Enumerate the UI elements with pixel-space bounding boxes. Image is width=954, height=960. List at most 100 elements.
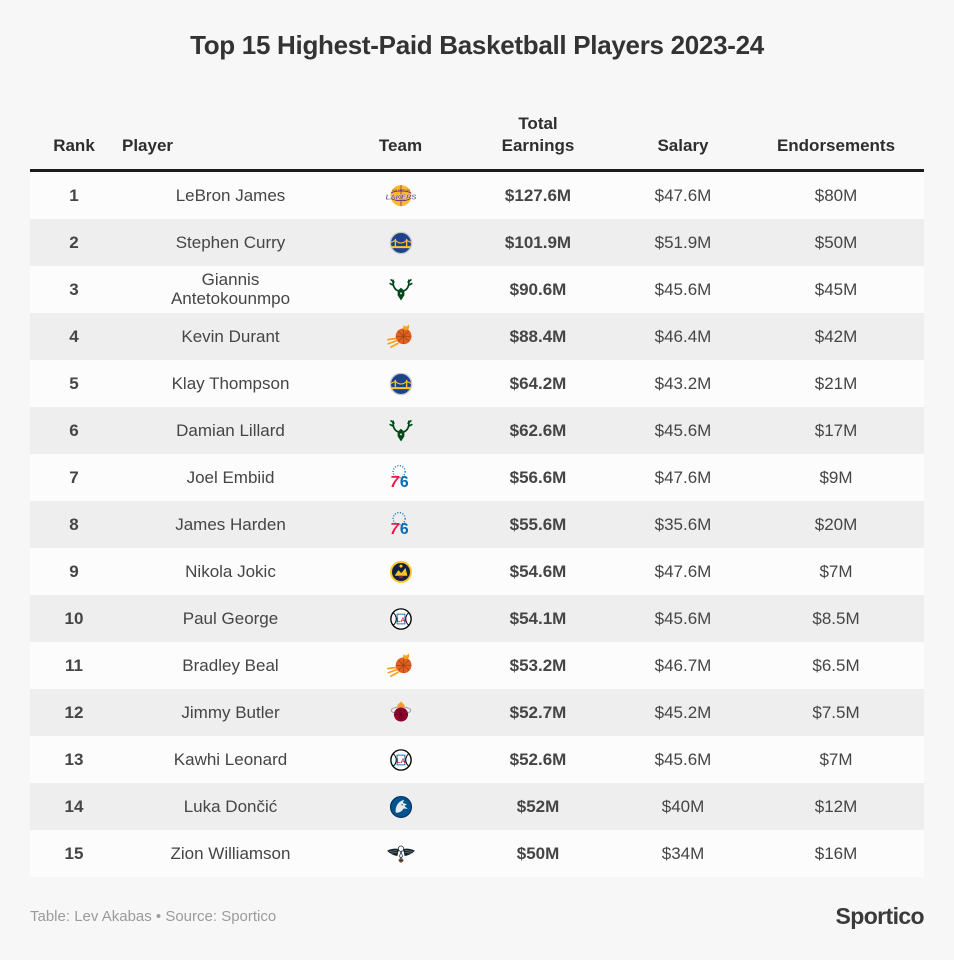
col-header-team: Team: [343, 103, 458, 172]
player-name: Paul George: [182, 608, 279, 628]
col-header-player: Player: [118, 103, 343, 172]
total-earnings-cell: $101.9M: [504, 232, 572, 252]
svg-text:7: 7: [390, 521, 400, 538]
footer-credit: Table: Lev Akabas • Source: Sportico: [30, 908, 277, 925]
salary-cell: $34M: [661, 843, 705, 863]
player-cell: Stephen Curry: [118, 219, 343, 266]
player-name: Bradley Beal: [182, 655, 279, 675]
total-earnings-cell: $53.2M: [509, 655, 567, 675]
salary-cell: $47.6M: [654, 467, 712, 487]
player-name: Damian Lillard: [176, 420, 285, 440]
rank-cell: 5: [69, 373, 79, 393]
rank-cell: 1: [69, 185, 79, 205]
col-header-total-earnings: Total Earnings: [458, 103, 618, 172]
player-name: Nikola Jokic: [185, 561, 276, 581]
salary-cell: $47.6M: [654, 561, 712, 581]
col-header-salary: Salary: [618, 103, 748, 172]
table-row: 12 Jimmy Butler $52.7M $45.2M $7.5M: [30, 689, 924, 736]
endorsements-cell: $9M: [819, 467, 853, 487]
table-row: 14 Luka Dončić $52M $40M $12M: [30, 783, 924, 830]
salary-cell: $40M: [661, 796, 705, 816]
svg-text:6: 6: [399, 474, 408, 491]
endorsements-cell: $21M: [814, 373, 858, 393]
team-cell: [343, 689, 458, 736]
rank-cell: 9: [69, 561, 79, 581]
total-earnings-cell: $52.6M: [509, 749, 567, 769]
endorsements-cell: $7M: [819, 749, 853, 769]
player-name: Zion Williamson: [170, 843, 291, 863]
header-row: Rank Player Team Total Earnings Salary E…: [30, 103, 924, 172]
player-name: Giannis Antetokounmpo: [170, 270, 291, 308]
salary-cell: $45.6M: [654, 420, 712, 440]
svg-text:6: 6: [399, 521, 408, 538]
salary-cell: $51.9M: [654, 232, 712, 252]
team-cell: [343, 407, 458, 454]
player-cell: Klay Thompson: [118, 360, 343, 407]
player-cell: James Harden: [118, 501, 343, 548]
player-cell: Nikola Jokic: [118, 548, 343, 595]
team-cell: [343, 219, 458, 266]
svg-text:LA: LA: [396, 757, 405, 764]
warriors-logo: [386, 369, 416, 399]
rank-cell: 4: [69, 326, 79, 346]
page-title: Top 15 Highest-Paid Basketball Players 2…: [190, 30, 764, 60]
total-earnings-cell: $55.6M: [509, 514, 567, 534]
player-cell: Kevin Durant: [118, 313, 343, 360]
player-cell: Giannis Antetokounmpo: [118, 266, 343, 313]
warriors-logo: [386, 228, 416, 258]
table-row: 13 Kawhi Leonard LA $52.6M $45.6M $7M: [30, 736, 924, 783]
rank-cell: 14: [64, 796, 84, 816]
table-row: 11 Bradley Beal $53.2M $46.7M $6.5M: [30, 642, 924, 689]
player-name: James Harden: [175, 514, 286, 534]
player-cell: Bradley Beal: [118, 642, 343, 689]
rank-cell: 3: [69, 279, 79, 299]
bucks-logo: [386, 416, 416, 446]
total-earnings-cell: $62.6M: [509, 420, 567, 440]
table-row: 10 Paul George LA $54.1M $45.6M $8.5M: [30, 595, 924, 642]
endorsements-cell: $16M: [814, 843, 858, 863]
total-earnings-cell: $52.7M: [509, 702, 567, 722]
player-name: LeBron James: [175, 185, 286, 205]
player-cell: Kawhi Leonard: [118, 736, 343, 783]
team-cell: [343, 360, 458, 407]
total-earnings-cell: $56.6M: [509, 467, 567, 487]
player-cell: Luka Dončić: [118, 783, 343, 830]
total-earnings-cell: $127.6M: [504, 185, 572, 205]
table-row: 2 Stephen Curry $101.9M $51.9M $50M: [30, 219, 924, 266]
endorsements-cell: $17M: [814, 420, 858, 440]
total-earnings-cell: $64.2M: [509, 373, 567, 393]
salary-cell: $43.2M: [654, 373, 712, 393]
endorsements-cell: $7.5M: [812, 702, 860, 722]
rank-cell: 10: [64, 608, 84, 628]
player-name: Kevin Durant: [181, 326, 280, 346]
team-cell: [343, 266, 458, 313]
svg-text:7: 7: [390, 474, 400, 491]
player-cell: LeBron James: [118, 171, 343, 220]
salary-cell: $45.6M: [654, 279, 712, 299]
player-cell: Damian Lillard: [118, 407, 343, 454]
player-name: Kawhi Leonard: [173, 749, 288, 769]
salary-cell: $45.6M: [654, 749, 712, 769]
total-earnings-cell: $54.6M: [509, 561, 567, 581]
total-earnings-cell: $52M: [516, 796, 560, 816]
endorsements-cell: $12M: [814, 796, 858, 816]
total-earnings-cell: $54.1M: [509, 608, 567, 628]
endorsements-cell: $45M: [814, 279, 858, 299]
rank-cell: 12: [64, 702, 84, 722]
col-header-endorsements: Endorsements: [748, 103, 924, 172]
team-cell: [343, 313, 458, 360]
player-cell: Joel Embiid: [118, 454, 343, 501]
table-row: 3 Giannis Antetokounmpo $90.6M $45.6M $4…: [30, 266, 924, 313]
player-cell: Jimmy Butler: [118, 689, 343, 736]
clippers-logo: LA: [386, 604, 416, 634]
bucks-logo: [386, 275, 416, 305]
players-table-wrap: Rank Player Team Total Earnings Salary E…: [30, 103, 924, 877]
team-cell: [343, 548, 458, 595]
svg-text:LA: LA: [396, 616, 405, 623]
total-earnings-cell: $50M: [516, 843, 560, 863]
table-row: 9 Nikola Jokic $54.6M $47.6M $7M: [30, 548, 924, 595]
